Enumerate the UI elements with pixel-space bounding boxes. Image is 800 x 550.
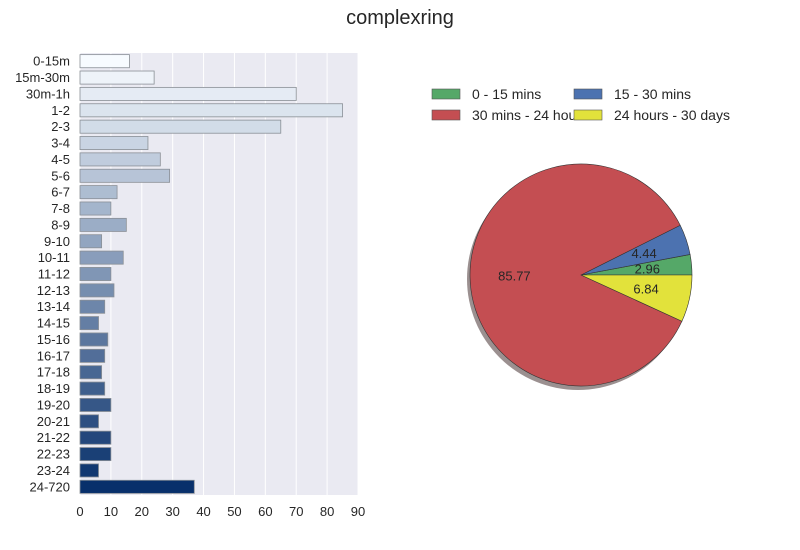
bar	[79, 430, 112, 445]
y-tick-label: 19-20	[37, 397, 70, 412]
bar-plot-area	[80, 53, 358, 495]
y-tick-label: 14-15	[37, 316, 70, 331]
x-tick-label: 10	[104, 504, 118, 519]
pie-value-label: 2.96	[635, 261, 660, 276]
y-tick-label: 20-21	[37, 414, 70, 429]
bar	[79, 185, 118, 200]
y-tick-label: 24-720	[30, 479, 70, 494]
y-tick-label: 2-3	[51, 119, 70, 134]
y-tick-label: 17-18	[37, 365, 70, 380]
legend-swatch	[431, 109, 461, 121]
y-tick-label: 21-22	[37, 430, 70, 445]
bar	[79, 332, 109, 347]
y-tick-label: 1-2	[51, 103, 70, 118]
bar	[79, 86, 297, 101]
y-tick-label: 7-8	[51, 201, 70, 216]
bar	[79, 348, 106, 363]
legend-swatch	[573, 88, 603, 100]
bar	[79, 267, 112, 281]
y-tick-label: 30m-1h	[26, 86, 70, 101]
y-tick-label: 11-12	[38, 267, 70, 282]
pie-slice	[580, 274, 693, 322]
x-tick-label: 40	[196, 504, 210, 519]
y-tick-label: 15m-30m	[15, 70, 70, 85]
bar	[79, 168, 170, 183]
y-tick-label: 9-10	[44, 234, 70, 249]
legend-label: 24 hours - 30 days	[614, 107, 730, 123]
y-tick-label: 15-16	[37, 332, 70, 347]
y-tick-label: 4-5	[51, 152, 70, 167]
bar	[79, 70, 155, 85]
x-tick-label: 80	[320, 504, 334, 519]
y-tick-label: 18-19	[37, 381, 70, 396]
y-tick-label: 10-11	[38, 250, 70, 265]
x-tick-label: 0	[76, 504, 83, 519]
bar	[79, 414, 99, 429]
x-tick-label: 60	[258, 504, 272, 519]
bar	[79, 365, 103, 380]
bar	[79, 152, 161, 167]
bar	[79, 119, 282, 134]
x-tick-label: 30	[165, 504, 179, 519]
x-tick-label: 20	[135, 504, 149, 519]
bar	[79, 136, 149, 150]
bar	[79, 54, 130, 69]
x-tick-label: 50	[227, 504, 241, 519]
legend-label: 0 - 15 mins	[472, 86, 541, 102]
y-tick-label: 23-24	[37, 463, 70, 478]
y-tick-label: 8-9	[51, 217, 70, 232]
bar	[79, 103, 343, 118]
bar	[79, 398, 112, 412]
bar	[79, 463, 99, 478]
y-tick-label: 16-17	[37, 348, 70, 363]
pie-value-label: 4.44	[631, 246, 656, 261]
bar	[79, 447, 112, 462]
x-tick-label: 70	[289, 504, 303, 519]
pie-value-label: 6.84	[633, 282, 658, 297]
pie-slice	[469, 163, 683, 387]
y-tick-label: 6-7	[51, 185, 70, 200]
bar	[79, 250, 124, 265]
bar	[79, 217, 127, 232]
legend-swatch	[573, 109, 603, 121]
bar	[79, 299, 106, 314]
y-tick-label: 3-4	[51, 136, 70, 151]
legend-label: 15 - 30 mins	[614, 86, 691, 102]
bar	[79, 283, 115, 298]
y-tick-label: 13-14	[37, 299, 70, 314]
bar	[79, 201, 112, 216]
bar	[79, 479, 195, 494]
x-tick-label: 90	[351, 504, 365, 519]
y-tick-label: 0-15m	[33, 54, 70, 69]
y-tick-label: 5-6	[51, 168, 70, 183]
pie-value-label: 85.77	[498, 269, 531, 284]
chart-title: complexring	[346, 7, 454, 29]
y-tick-label: 12-13	[37, 283, 70, 298]
bar	[79, 234, 103, 249]
bar	[79, 316, 99, 331]
legend-label: 30 mins - 24 hours	[472, 107, 588, 123]
bar	[79, 381, 106, 396]
y-tick-label: 22-23	[37, 447, 70, 462]
legend-swatch	[431, 88, 461, 100]
